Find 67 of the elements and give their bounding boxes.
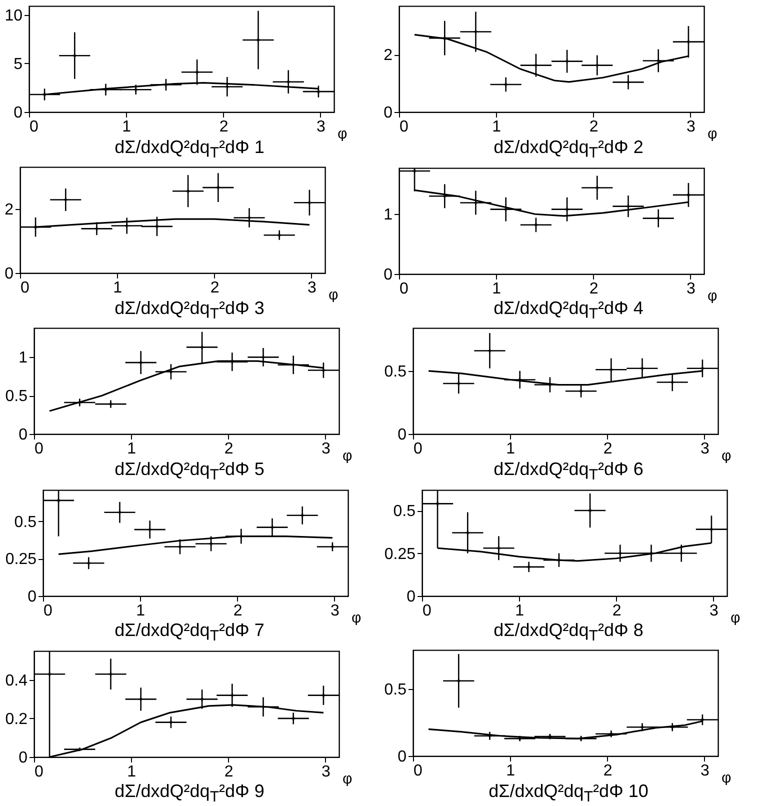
x-tick-label: 0 bbox=[44, 602, 52, 620]
y-tick-label: 0 bbox=[28, 588, 37, 606]
x-tick-label: 2 bbox=[224, 440, 234, 458]
x-tick-label: 2 bbox=[603, 762, 612, 780]
x-tick-label: 2 bbox=[612, 602, 622, 620]
y-tick-label: 10 bbox=[4, 7, 23, 24]
text: dΣ/dxdQ²dq$_{T}$²dΦ 8 bbox=[494, 620, 644, 645]
x-tick-label: 2 bbox=[210, 280, 220, 296]
x-tick-label: 3 bbox=[686, 280, 696, 298]
y-tick-label: 0.5 bbox=[393, 503, 416, 520]
x-tick-label: 3 bbox=[700, 762, 710, 780]
x-tick-label: 3 bbox=[316, 118, 326, 136]
text: dΣ/dxdQ²dq$_{T}$²dΦ 4 bbox=[494, 298, 644, 323]
x-tick-label: 1 bbox=[122, 118, 132, 136]
x-tick-label: 1 bbox=[515, 602, 524, 620]
x-tick-label: 0 bbox=[422, 602, 432, 620]
text: dΣ/dxdQ²dq$_{T}$²dΦ 2 bbox=[494, 137, 644, 162]
x-tick-label: 2 bbox=[589, 118, 598, 136]
x-tick-label: 1 bbox=[127, 764, 136, 780]
x-tick-label: 2 bbox=[589, 280, 598, 298]
x-tick-label: 2 bbox=[603, 440, 612, 458]
y-tick-label: 0.5 bbox=[5, 388, 28, 406]
x-tick-label: 1 bbox=[127, 440, 136, 458]
y-tick-label: 0 bbox=[18, 750, 28, 766]
y-tick-label: 0.25 bbox=[5, 551, 37, 568]
x-tick-label: 1 bbox=[506, 440, 516, 458]
x-tick-label: 3 bbox=[307, 280, 316, 296]
x-tick-label: 2 bbox=[233, 602, 242, 620]
x-tick-label: 3 bbox=[321, 440, 330, 458]
y-tick-label: 0 bbox=[384, 266, 393, 284]
y-tick-label: 0 bbox=[18, 426, 28, 444]
y-tick-label: 0.2 bbox=[5, 710, 28, 728]
y-tick-label: 0.5 bbox=[384, 363, 407, 380]
x-tick-label: 1 bbox=[492, 280, 502, 298]
x-tick-label: 3 bbox=[321, 764, 330, 780]
text: dΣ/dxdQ²dq$_{T}$²dΦ 1 bbox=[114, 137, 264, 162]
y-tick-label: 0 bbox=[384, 104, 393, 122]
x-tick-label: 3 bbox=[709, 602, 718, 620]
y-tick-label: 0.5 bbox=[14, 514, 37, 531]
text: dΣ/dxdQ²dq$_{T}$²dΦ 6 bbox=[494, 459, 644, 484]
y-tick-label: 0 bbox=[14, 104, 23, 122]
y-tick-label: 0.4 bbox=[5, 672, 28, 690]
x-tick-label: 1 bbox=[506, 762, 516, 780]
y-tick-label: 0.5 bbox=[384, 681, 407, 698]
text: dΣ/dxdQ²dq$_{T}$²dΦ 10 bbox=[488, 781, 648, 806]
x-tick-label: 3 bbox=[700, 440, 710, 458]
y-tick-label: 0 bbox=[398, 426, 407, 444]
x-tick-label: 3 bbox=[686, 118, 696, 136]
y-tick-label: 0.25 bbox=[384, 546, 416, 563]
y-tick-label: 0 bbox=[398, 748, 407, 766]
text: dΣ/dxdQ²dq$_{T}$²dΦ 5 bbox=[114, 459, 264, 484]
y-tick-label: 5 bbox=[14, 56, 23, 73]
text: dΣ/dxdQ²dq$_{T}$²dΦ 3 bbox=[114, 298, 264, 323]
y-tick-label: 2 bbox=[4, 201, 14, 218]
x-tick-label: 2 bbox=[224, 764, 234, 780]
y-tick-label: 1 bbox=[384, 206, 393, 224]
x-tick-label: 1 bbox=[492, 118, 502, 136]
text: dΣ/dxdQ²dq$_{T}$²dΦ 7 bbox=[114, 620, 264, 645]
y-tick-label: 2 bbox=[384, 47, 393, 64]
x-tick-label: 3 bbox=[330, 602, 340, 620]
y-tick-label: 1 bbox=[18, 350, 28, 367]
y-tick-label: 0 bbox=[406, 588, 416, 606]
x-tick-label: 2 bbox=[219, 118, 228, 136]
x-tick-label: 1 bbox=[113, 280, 122, 296]
y-tick-label: 0 bbox=[4, 266, 14, 282]
text: dΣ/dxdQ²dq$_{T}$²dΦ 9 bbox=[114, 781, 264, 806]
x-tick-label: 1 bbox=[136, 602, 146, 620]
